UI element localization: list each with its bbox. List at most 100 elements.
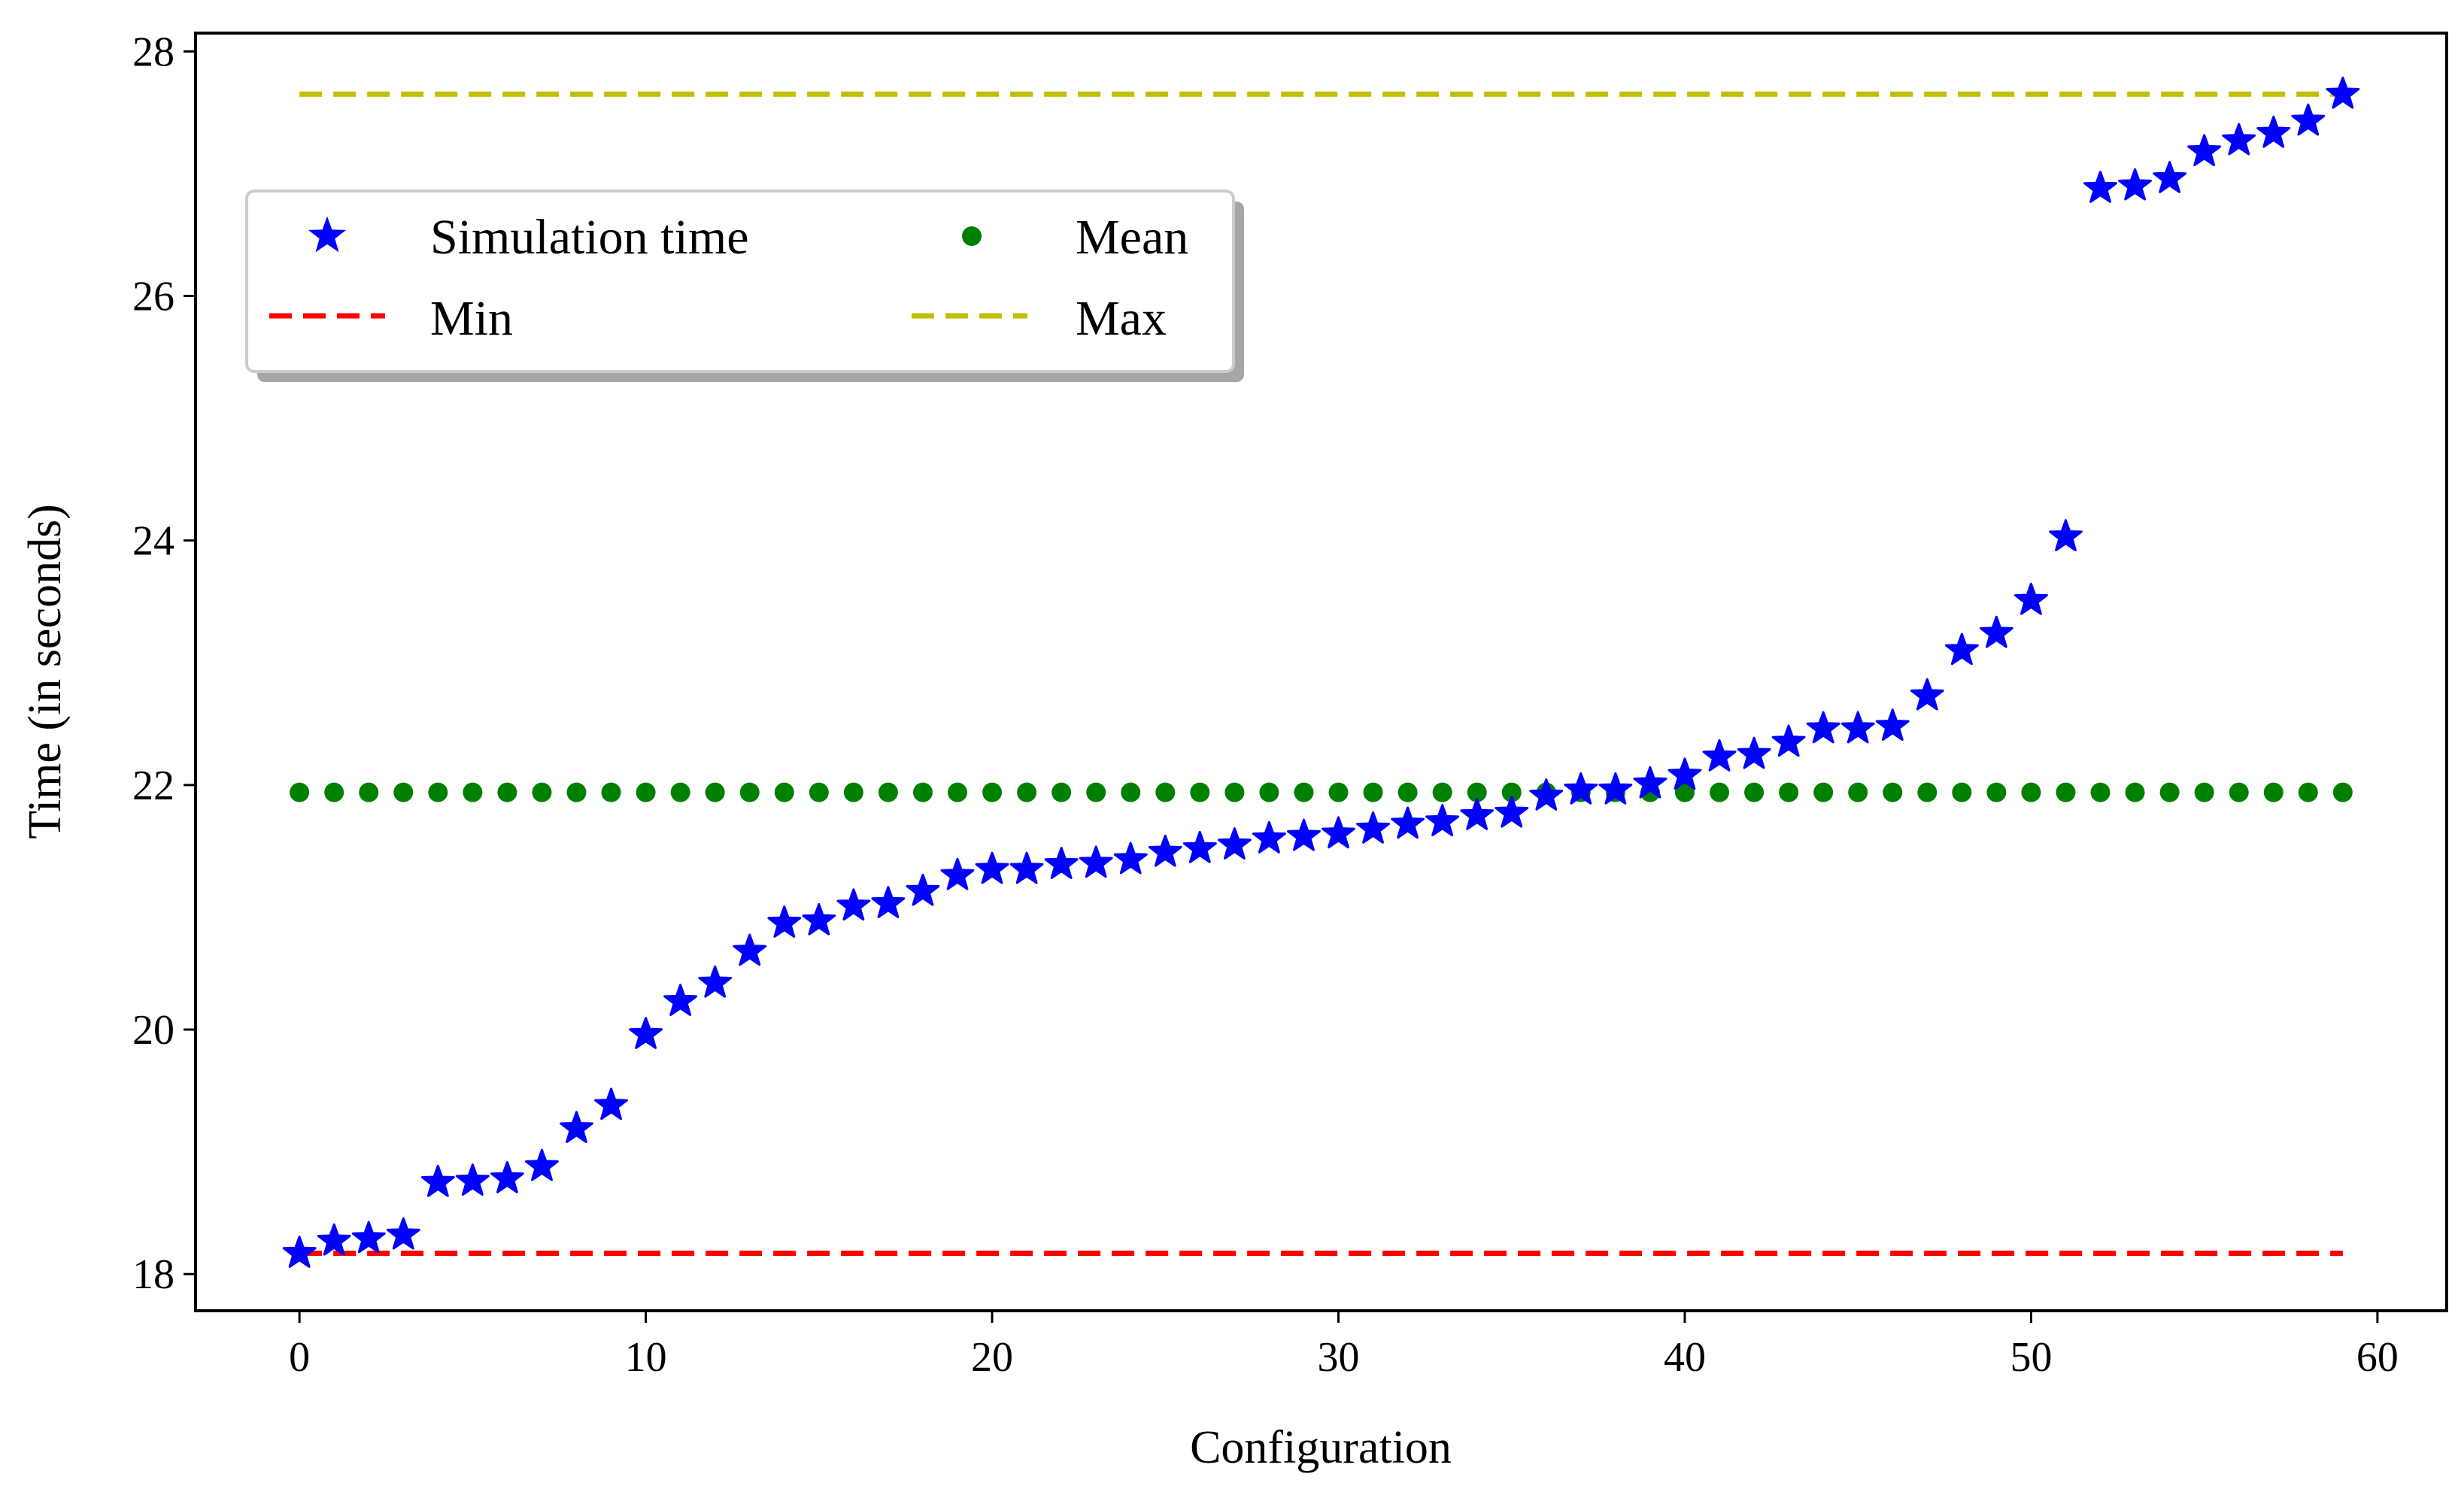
simulation-point (2326, 76, 2360, 109)
mean-point (1155, 782, 1176, 802)
y-tick-label: 28 (132, 29, 174, 75)
simulation-point (594, 1087, 628, 1121)
mean-point (2056, 782, 2076, 802)
simulation-point (1079, 845, 1113, 878)
simulation-point (317, 1223, 351, 1256)
x-tick-label: 40 (1664, 1334, 1706, 1381)
mean-point (428, 782, 448, 802)
mean-point (2194, 782, 2214, 802)
mean-point (1813, 782, 1834, 802)
legend-min-label: Min (430, 291, 513, 346)
mean-point (1259, 782, 1279, 802)
simulation-point (1182, 830, 1217, 863)
mean-series (290, 782, 2353, 802)
simulation-point (1667, 757, 1702, 790)
x-tick-label: 10 (625, 1334, 667, 1381)
simulation-point (629, 1017, 663, 1049)
mean-point (1952, 782, 1972, 802)
mean-point (705, 782, 725, 802)
mean-point (1674, 782, 1695, 802)
mean-point (1744, 782, 1765, 802)
mean-point (1190, 782, 1210, 802)
legend-simulation-label: Simulation time (430, 210, 749, 265)
mean-point (636, 782, 656, 802)
mean-point (1051, 782, 1072, 802)
simulation-point (802, 902, 836, 936)
series-layer (282, 76, 2360, 1268)
mean-point (1432, 782, 1452, 802)
simulation-point (1529, 778, 1564, 811)
mean-point (463, 782, 483, 802)
simulation-point (906, 873, 940, 906)
plot-frame (194, 32, 2448, 1312)
mean-point (982, 782, 1003, 802)
simulation-point (1148, 834, 1182, 867)
simulation-point (733, 933, 767, 966)
y-tick-label: 20 (132, 1007, 174, 1054)
simulation-point (490, 1160, 524, 1193)
simulation-point (1771, 724, 1806, 757)
simulation-point (525, 1148, 559, 1181)
legend-mean-dot-icon (962, 226, 982, 246)
x-tick-label: 20 (971, 1334, 1013, 1381)
simulation-point (1875, 708, 1910, 741)
mean-point (1779, 782, 1799, 802)
simulation-point (560, 1111, 593, 1143)
simulation-point (663, 984, 698, 1016)
mean-point (566, 782, 587, 802)
mean-point (1710, 782, 1730, 802)
simulation-point (1806, 711, 1840, 744)
mean-point (497, 782, 517, 802)
mean-point (1883, 782, 1903, 802)
simulation-point (2118, 168, 2152, 201)
mean-point (324, 782, 344, 802)
simulation-point (1633, 766, 1667, 799)
simulation-point (1009, 851, 1044, 884)
simulation-point (2187, 134, 2222, 166)
simulation-point (282, 1236, 317, 1268)
legend-simulation-star-icon (308, 216, 347, 253)
simulation-point (1356, 811, 1390, 844)
mean-point (2229, 782, 2249, 802)
mean-point (670, 782, 690, 802)
mean-point (2125, 782, 2145, 802)
mean-point (1294, 782, 1314, 802)
simulation-point (1460, 798, 1494, 830)
simulation-point (1494, 795, 1529, 828)
mean-point (1917, 782, 1938, 802)
simulation-point (1322, 816, 1355, 849)
simulation-point (455, 1163, 490, 1196)
mean-point (2090, 782, 2110, 802)
mean-point (774, 782, 794, 802)
y-axis-label: Time (in seconds) (20, 504, 71, 839)
simulation-point (386, 1217, 420, 1250)
mean-point (2021, 782, 2041, 802)
simulation-point (871, 886, 906, 918)
simulation-point (1391, 806, 1425, 839)
simulation-point (2014, 582, 2048, 615)
simulation-point (767, 905, 802, 938)
mean-point (2298, 782, 2318, 802)
legend-box (245, 190, 1235, 373)
simulation-point (1598, 772, 1633, 805)
mean-point (948, 782, 968, 802)
simulation-point (351, 1221, 386, 1254)
y-tick-label: 18 (132, 1251, 174, 1298)
mean-point (1121, 782, 1141, 802)
simulation-point (1113, 842, 1148, 875)
simulation-point (1702, 739, 1737, 772)
mean-point (809, 782, 829, 802)
mean-point (1328, 782, 1349, 802)
mean-point (1017, 782, 1037, 802)
mean-point (739, 782, 760, 802)
simulation-point (2222, 123, 2256, 156)
x-axis-ticks: 0 10 20 30 40 50 60 (289, 1311, 2399, 1381)
mean-point (1848, 782, 1868, 802)
mean-point (1467, 782, 1487, 802)
mean-point (1397, 782, 1418, 802)
simulation-point (2256, 115, 2291, 148)
x-tick-label: 60 (2356, 1334, 2399, 1381)
mean-point (359, 782, 379, 802)
y-tick-label: 26 (132, 274, 174, 320)
